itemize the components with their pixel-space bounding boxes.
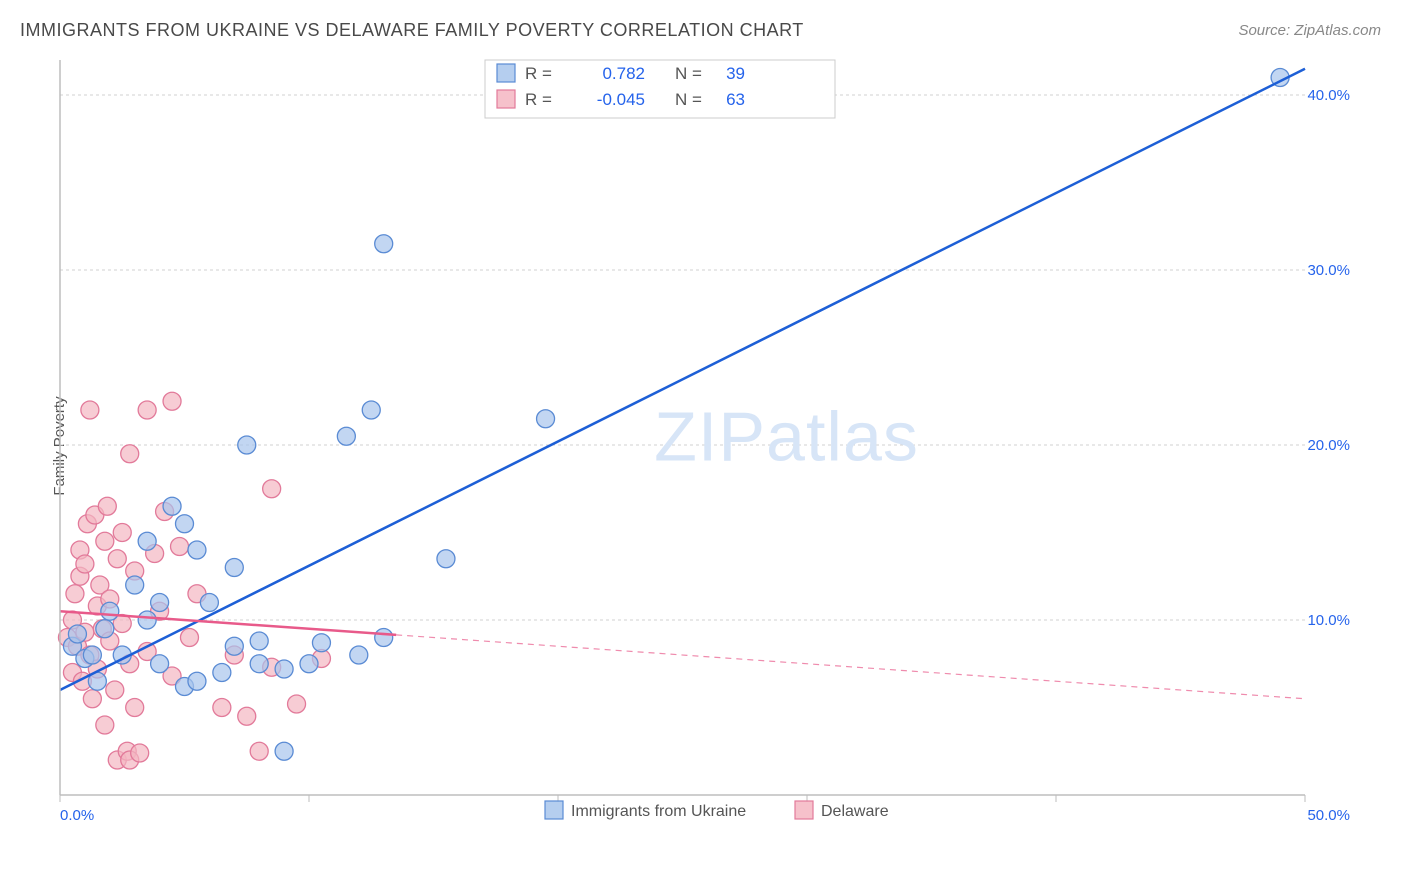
ytick-label: 20.0%	[1307, 437, 1350, 454]
data-point	[263, 480, 281, 498]
data-point	[101, 602, 119, 620]
data-point	[350, 646, 368, 664]
data-point	[238, 436, 256, 454]
data-point	[275, 742, 293, 760]
chart-source: Source: ZipAtlas.com	[1238, 22, 1381, 39]
legend-n-value: 63	[726, 90, 745, 109]
data-point	[68, 625, 86, 643]
data-point	[437, 550, 455, 568]
ytick-label: 30.0%	[1307, 262, 1350, 279]
legend-swatch	[497, 90, 515, 108]
data-point	[238, 707, 256, 725]
data-point	[98, 497, 116, 515]
data-point	[121, 445, 139, 463]
data-point	[126, 576, 144, 594]
legend-series-label: Delaware	[821, 803, 889, 820]
legend-swatch	[795, 801, 813, 819]
data-point	[362, 401, 380, 419]
data-point	[163, 497, 181, 515]
data-point	[176, 515, 194, 533]
data-point	[213, 664, 231, 682]
trend-line-dashed	[396, 635, 1305, 699]
data-point	[312, 634, 330, 652]
data-point	[113, 524, 131, 542]
data-point	[163, 392, 181, 410]
data-point	[171, 538, 189, 556]
data-point	[151, 655, 169, 673]
data-point	[337, 427, 355, 445]
data-point	[138, 532, 156, 550]
ytick-label: 40.0%	[1307, 87, 1350, 104]
legend-r-label: R =	[525, 90, 552, 109]
legend-r-label: R =	[525, 64, 552, 83]
legend-r-value: 0.782	[602, 64, 645, 83]
data-point	[83, 646, 101, 664]
data-point	[138, 611, 156, 629]
legend-n-value: 39	[726, 64, 745, 83]
trend-line-solid	[60, 69, 1305, 690]
data-point	[225, 637, 243, 655]
chart-plot: 10.0% 20.0% 30.0% 40.0% ZIPatlas 0.0% 50.0% R =…	[55, 55, 1385, 835]
data-point	[131, 744, 149, 762]
data-point	[250, 632, 268, 650]
xtick-label: 0.0%	[60, 807, 94, 824]
data-point	[96, 716, 114, 734]
data-point	[188, 672, 206, 690]
data-point	[200, 594, 218, 612]
data-point	[96, 532, 114, 550]
data-point	[225, 559, 243, 577]
data-point	[250, 655, 268, 673]
chart-title: IMMIGRANTS FROM UKRAINE VS DELAWARE FAMI…	[20, 20, 804, 41]
data-point	[188, 541, 206, 559]
legend-r-value: -0.045	[597, 90, 645, 109]
data-point	[537, 410, 555, 428]
data-point	[180, 629, 198, 647]
data-point	[81, 401, 99, 419]
data-point	[375, 235, 393, 253]
data-point	[83, 690, 101, 708]
data-point	[106, 681, 124, 699]
data-point	[288, 695, 306, 713]
data-point	[151, 594, 169, 612]
legend-n-label: N =	[675, 90, 702, 109]
watermark: ZIPatlas	[654, 398, 919, 476]
data-point	[96, 620, 114, 638]
data-point	[108, 550, 126, 568]
data-point	[126, 699, 144, 717]
xtick-label: 50.0%	[1307, 807, 1350, 824]
legend-n-label: N =	[675, 64, 702, 83]
data-point	[76, 555, 94, 573]
legend-swatch	[497, 64, 515, 82]
data-point	[300, 655, 318, 673]
chart-svg: 10.0% 20.0% 30.0% 40.0% ZIPatlas 0.0% 50.0% R =…	[55, 55, 1385, 835]
data-point	[213, 699, 231, 717]
data-point	[66, 585, 84, 603]
data-point	[375, 629, 393, 647]
data-point	[275, 660, 293, 678]
ytick-label: 10.0%	[1307, 612, 1350, 629]
legend-swatch	[545, 801, 563, 819]
data-point	[250, 742, 268, 760]
legend-series-label: Immigrants from Ukraine	[571, 803, 746, 820]
data-point	[138, 401, 156, 419]
